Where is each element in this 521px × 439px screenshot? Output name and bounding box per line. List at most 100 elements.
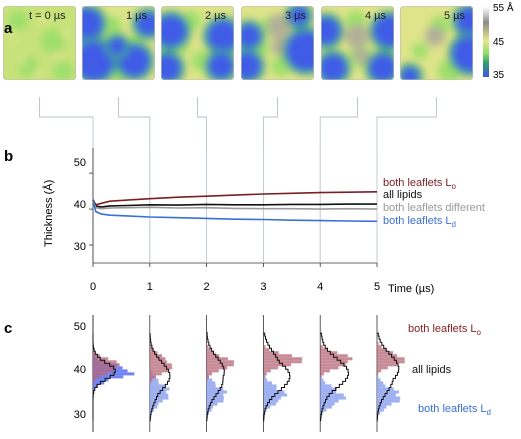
- thickness-region: [82, 41, 114, 80]
- lo-bar: [149, 351, 158, 355]
- ld-bar: [206, 378, 213, 382]
- thickness-region: [353, 48, 369, 64]
- series-line: [92, 200, 378, 223]
- ld-bar: [206, 390, 227, 394]
- ld-bar: [320, 387, 337, 391]
- ld-bar: [377, 405, 387, 409]
- series-label: all lipids: [383, 189, 423, 201]
- thickness-region: [8, 11, 28, 31]
- lo-bar: [320, 369, 330, 373]
- x-tick-label: 5: [374, 281, 380, 293]
- lo-bar: [93, 375, 101, 379]
- thickness-region: [53, 61, 73, 80]
- legend-all: all lipids: [412, 364, 452, 376]
- thickness-region: [41, 29, 65, 53]
- snapshot-row: t = 0 µs 1 µs 2 µs 3 µs 4 µs 5 µs: [3, 6, 473, 80]
- thickness-region: [62, 31, 68, 37]
- ld-bar: [320, 381, 326, 385]
- lo-bar: [377, 357, 405, 361]
- ld-bar: [149, 396, 169, 400]
- thickness-region: [267, 14, 291, 38]
- ld-bar: [93, 381, 105, 385]
- ld-bar: [320, 378, 324, 382]
- lo-bar: [320, 360, 348, 364]
- panel-c: c 50 40 30 both leaflets Lo all lipids b…: [4, 315, 491, 432]
- colorbar: 55 Å 45 35: [483, 1, 514, 81]
- lo-bar: [320, 351, 338, 355]
- lo-bar: [377, 342, 379, 346]
- lo-bar: [377, 345, 382, 349]
- ld-bar: [377, 408, 384, 412]
- lo-bar: [206, 354, 220, 358]
- snapshot-tile: 5 µs: [400, 6, 473, 80]
- lo-bar: [206, 369, 219, 373]
- ld-bar: [320, 396, 347, 400]
- thickness-region: [321, 17, 340, 45]
- lo-bar: [377, 369, 382, 373]
- ld-bar: [263, 405, 271, 409]
- ld-bar: [263, 381, 273, 385]
- snapshot-tile: 1 µs: [82, 6, 155, 80]
- y-tick-label: 40: [74, 199, 86, 211]
- ld-bar: [377, 411, 381, 415]
- thickness-region: [102, 16, 122, 36]
- lo-bar: [149, 360, 167, 364]
- lo-bar: [206, 378, 208, 382]
- all-lipids-outline: [149, 332, 171, 422]
- lo-bar: [206, 351, 215, 355]
- thickness-region: [82, 8, 103, 40]
- lo-bar: [377, 348, 387, 352]
- lo-bar: [263, 345, 266, 349]
- thickness-region: [161, 54, 181, 80]
- ld-bar: [263, 402, 276, 406]
- colorbar-tick-bottom: 35: [493, 70, 505, 81]
- lo-bar: [320, 366, 339, 370]
- thickness-region: [289, 6, 309, 26]
- lo-bar: [263, 348, 270, 352]
- thickness-region: [373, 15, 394, 47]
- lo-bar: [93, 366, 116, 370]
- lo-bar: [206, 348, 211, 352]
- thickness-region: [10, 33, 16, 39]
- legend-ld: both leaflets Ld: [418, 403, 491, 417]
- ld-bar: [149, 387, 170, 391]
- ld-bar: [263, 387, 277, 391]
- thickness-region: [207, 20, 234, 52]
- histogram-column: [206, 315, 235, 432]
- all-lipids-outline: [92, 333, 116, 421]
- snapshot-time-label: t = 0 µs: [29, 10, 66, 22]
- ld-bar: [149, 381, 159, 385]
- all-lipids-outline: [206, 331, 225, 422]
- lo-bar: [377, 366, 388, 370]
- ld-bar: [149, 399, 163, 403]
- all-lipids-outline: [319, 332, 349, 422]
- snapshot-border: [82, 6, 155, 80]
- snapshot-border: [321, 6, 394, 80]
- snapshot-time-label: 3 µs: [285, 10, 307, 22]
- legend-lo: both leaflets Lo: [408, 323, 482, 337]
- lo-bar: [263, 372, 267, 376]
- ld-bar: [149, 405, 158, 409]
- series-lines: [92, 191, 378, 223]
- all-lipids-outline: [263, 332, 291, 422]
- lo-bar: [263, 366, 279, 370]
- ld-bar: [377, 399, 400, 403]
- ld-bar: [377, 384, 386, 388]
- lo-bar: [320, 363, 346, 367]
- ld-bar: [93, 384, 99, 388]
- ld-bar: [320, 405, 332, 409]
- snapshot-connector: [262, 97, 278, 263]
- thickness-region: [241, 24, 261, 48]
- y-tick-label: 50: [74, 157, 86, 169]
- thickness-region: [136, 12, 155, 36]
- ld-bar: [377, 381, 384, 385]
- panel-b-label: b: [4, 148, 13, 165]
- lo-bar: [263, 354, 293, 358]
- lo-bar: [93, 363, 120, 367]
- x-tick-label: 1: [147, 281, 153, 293]
- histograms: [92, 315, 405, 432]
- y-axis-label: Thickness (Å): [42, 180, 55, 247]
- thickness-region: [286, 31, 314, 71]
- thickness-region: [452, 36, 473, 72]
